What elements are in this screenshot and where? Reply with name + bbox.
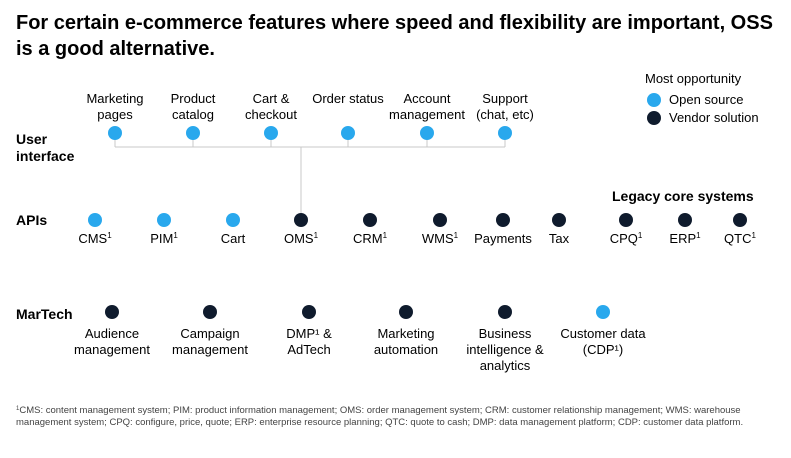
footnote: 1CMS: content management system; PIM: pr… bbox=[16, 405, 776, 429]
vendor-dot-icon bbox=[302, 305, 316, 319]
open-source-dot-icon bbox=[498, 126, 512, 140]
ui-node-label: Support (chat, etc) bbox=[476, 91, 534, 122]
legend-title: Most opportunity bbox=[645, 71, 742, 86]
api-node-label: Tax bbox=[548, 231, 570, 246]
vendor-dot-icon bbox=[647, 111, 661, 125]
api-node-label: OMS1 bbox=[283, 231, 319, 246]
footnote-text: CMS: content management system; PIM: pro… bbox=[16, 405, 744, 428]
ui-node-label: Cart & checkout bbox=[244, 91, 298, 122]
legend-vendor-label: Vendor solution bbox=[669, 110, 759, 125]
vendor-dot-icon bbox=[733, 213, 747, 227]
open-source-dot-icon bbox=[264, 126, 278, 140]
vendor-dot-icon bbox=[678, 213, 692, 227]
open-source-dot-icon bbox=[157, 213, 171, 227]
ui-node-label: Product catalog bbox=[170, 91, 216, 122]
vendor-dot-icon bbox=[619, 213, 633, 227]
api-node-label: PIM1 bbox=[150, 231, 178, 246]
legend-open-source-label: Open source bbox=[669, 92, 744, 107]
martech-node-label: Customer data (CDP¹) bbox=[560, 326, 646, 357]
api-node-label: CRM1 bbox=[352, 231, 388, 246]
api-node-label: WMS1 bbox=[421, 231, 459, 246]
vendor-dot-icon bbox=[294, 213, 308, 227]
api-node-label: Payments bbox=[474, 231, 532, 246]
legacy-node-label: CPQ1 bbox=[609, 231, 643, 246]
row-title-user-interface: User interface bbox=[16, 131, 75, 164]
open-source-dot-icon bbox=[108, 126, 122, 140]
legacy-node-label: ERP1 bbox=[669, 231, 701, 246]
footnote-marker: 1 bbox=[16, 406, 20, 412]
martech-node-label: DMP¹ & AdTech bbox=[286, 326, 332, 357]
vendor-dot-icon bbox=[363, 213, 377, 227]
martech-node-label: Audience management bbox=[74, 326, 150, 357]
ui-node-label: Order status bbox=[312, 91, 384, 106]
vendor-dot-icon bbox=[105, 305, 119, 319]
legacy-core-systems-title: Legacy core systems bbox=[612, 188, 754, 204]
open-source-dot-icon bbox=[88, 213, 102, 227]
martech-node-label: Campaign management bbox=[172, 326, 248, 357]
vendor-dot-icon bbox=[496, 213, 510, 227]
vendor-dot-icon bbox=[433, 213, 447, 227]
ui-node-label: Account management bbox=[389, 91, 465, 122]
vendor-dot-icon bbox=[399, 305, 413, 319]
open-source-dot-icon bbox=[420, 126, 434, 140]
api-node-label: Cart bbox=[220, 231, 246, 246]
vendor-dot-icon bbox=[552, 213, 566, 227]
legacy-node-label: QTC1 bbox=[724, 231, 756, 246]
api-node-label: CMS1 bbox=[78, 231, 112, 246]
vendor-dot-icon bbox=[498, 305, 512, 319]
open-source-dot-icon bbox=[596, 305, 610, 319]
martech-node-label: Business intelligence & analytics bbox=[466, 326, 544, 373]
page-title: For certain e-commerce features where sp… bbox=[16, 12, 773, 60]
ui-node-label: Marketing pages bbox=[86, 91, 144, 122]
open-source-dot-icon bbox=[647, 93, 661, 107]
open-source-dot-icon bbox=[341, 126, 355, 140]
open-source-dot-icon bbox=[226, 213, 240, 227]
open-source-dot-icon bbox=[186, 126, 200, 140]
row-title-martech: MarTech bbox=[16, 306, 73, 322]
martech-node-label: Marketing automation bbox=[373, 326, 439, 357]
vendor-dot-icon bbox=[203, 305, 217, 319]
row-title-apis: APIs bbox=[16, 212, 48, 228]
